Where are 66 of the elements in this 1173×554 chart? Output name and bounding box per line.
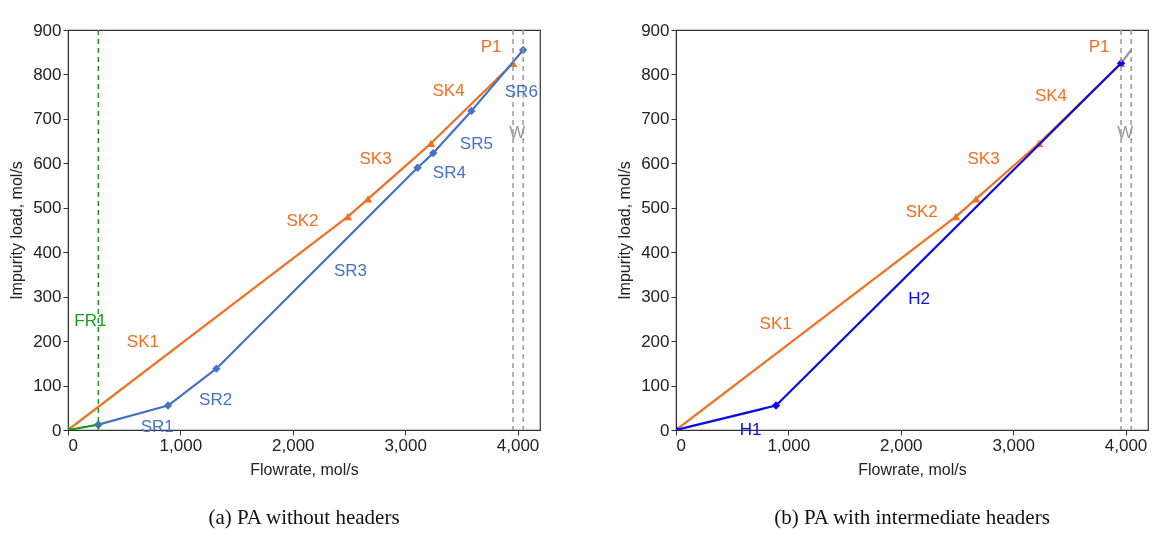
ref-line-label: W (1117, 123, 1134, 142)
x-tick-label: 2,000 (271, 435, 315, 455)
y-tick-label: 800 (641, 64, 670, 84)
annotation: SR4 (432, 162, 466, 182)
y-tick-label: 300 (33, 287, 62, 307)
x-axis-title: Flowrate, mol/s (858, 460, 967, 478)
annotation: SK4 (432, 80, 465, 100)
y-tick-label: 100 (33, 376, 62, 396)
x-tick-label: 2,000 (879, 435, 923, 455)
y-tick-label: 500 (641, 198, 670, 218)
x-tick-label: 0 (676, 435, 686, 455)
point (971, 195, 981, 203)
annotation: P1 (480, 37, 502, 57)
x-tick-label: 3,000 (992, 435, 1035, 455)
y-tick-label: 600 (33, 153, 62, 173)
y-tick-label: 900 (641, 20, 670, 40)
y-tick-label: 500 (33, 198, 62, 218)
point (413, 163, 422, 172)
point (429, 148, 438, 158)
annotation: SK1 (126, 332, 159, 352)
y-tick-label: 700 (33, 109, 62, 129)
x-tick-label: 4,000 (1104, 435, 1148, 455)
annotation: SK3 (967, 148, 1000, 168)
point (426, 139, 436, 147)
y-tick-label: 200 (33, 331, 62, 351)
y-tick-label: 200 (641, 331, 670, 351)
text: (b) PA with intermediate headers (774, 505, 1050, 529)
x-tick-label: 3,000 (384, 435, 427, 455)
y-tick-label: 400 (33, 242, 62, 262)
y-axis-title: Impurity load, mol/s (8, 161, 26, 300)
annotation: P1 (1088, 37, 1110, 57)
y-axis-title: Impurity load, mol/s (616, 161, 634, 300)
annotation: SK2 (286, 211, 319, 231)
y-tick-label: 600 (641, 153, 670, 173)
point (951, 213, 961, 221)
x-axis-title: Flowrate, mol/s (250, 460, 359, 478)
y-tick-label: 400 (641, 242, 670, 262)
annotation: SR2 (199, 389, 233, 409)
point (467, 106, 476, 116)
annotation: SK1 (759, 313, 792, 333)
point (212, 364, 221, 373)
y-tick-label: 900 (33, 20, 62, 40)
x-tick-label: 1,000 (767, 435, 811, 455)
x-tick-label: 1,000 (159, 435, 203, 455)
y-tick-label: 300 (641, 287, 670, 307)
point (363, 195, 373, 203)
y-tick-label: 700 (641, 109, 670, 129)
annotation: SR5 (459, 134, 493, 154)
point (343, 213, 353, 221)
annotation: H2 (908, 289, 931, 309)
ref-line-label: W (509, 123, 526, 142)
y-tick-label: 0 (660, 420, 670, 440)
annotation: SK2 (905, 202, 938, 222)
text: (a) PA without headers (208, 505, 400, 529)
ref-line-label: FR1 (74, 311, 107, 330)
y-tick-label: 100 (641, 376, 670, 396)
x-tick-label: 0 (68, 435, 78, 455)
y-tick-label: 0 (52, 420, 62, 440)
annotation: SK3 (359, 148, 392, 168)
x-tick-label: 4,000 (496, 435, 540, 455)
y-tick-label: 800 (33, 64, 62, 84)
point (771, 401, 781, 410)
annotation: SR3 (333, 260, 368, 280)
point (163, 401, 173, 410)
annotation: SK4 (1034, 86, 1068, 106)
annotation: SR6 (504, 82, 538, 102)
